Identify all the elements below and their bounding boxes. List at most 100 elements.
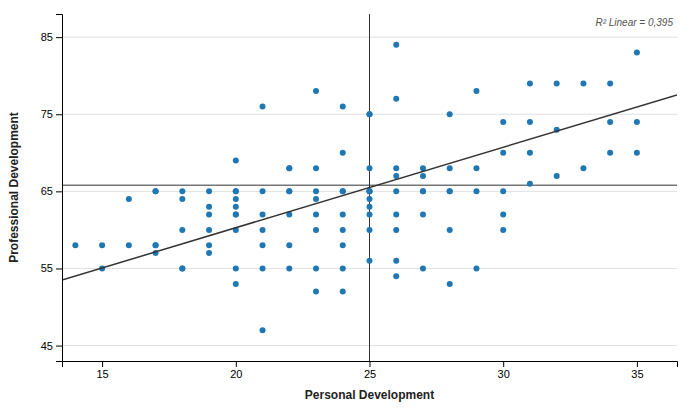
scatter-point	[367, 111, 373, 117]
tick-label: 85	[41, 31, 53, 43]
scatter-point	[527, 181, 533, 187]
scatter-point	[99, 242, 105, 248]
scatter-point	[233, 281, 239, 287]
scatter-point	[393, 188, 399, 194]
marks	[62, 14, 677, 361]
scatter-point	[393, 173, 399, 179]
scatter-point	[313, 211, 319, 217]
tick: 25	[364, 361, 376, 380]
tick-mark	[102, 361, 103, 367]
scatter-point	[393, 258, 399, 264]
scatter-point	[393, 227, 399, 233]
scatter-point	[367, 188, 373, 194]
tick: 20	[230, 361, 242, 380]
scatter-point	[340, 242, 346, 248]
scatter-point	[527, 150, 533, 156]
scatter-point	[340, 188, 346, 194]
scatter-point	[313, 165, 319, 171]
tick-mark	[56, 346, 62, 347]
tick-label: 30	[498, 368, 510, 380]
y-axis-title: Professional Development	[7, 112, 21, 263]
scatter-point	[473, 88, 479, 94]
scatter-point	[500, 227, 506, 233]
tick: 30	[498, 361, 510, 380]
tick-mark	[503, 361, 504, 367]
tick-label: 15	[96, 368, 108, 380]
scatter-point	[260, 227, 266, 233]
scatter-point	[500, 211, 506, 217]
scatter-point	[206, 227, 212, 233]
scatter-point	[420, 188, 426, 194]
scatter-point	[367, 188, 373, 194]
scatter-point	[126, 242, 132, 248]
x-axis-title: Personal Development	[305, 388, 434, 402]
scatter-point	[260, 188, 266, 194]
tick-mark	[56, 114, 62, 115]
scatter-point	[634, 50, 640, 56]
scatter-point	[233, 188, 239, 194]
plot-area: 15202530354555657585Personal Development…	[7, 14, 678, 402]
scatter-point	[206, 242, 212, 248]
scatter-point	[447, 111, 453, 117]
scatter-point	[367, 204, 373, 210]
scatter-point	[367, 211, 373, 217]
scatter-point	[233, 204, 239, 210]
scatter-point	[313, 88, 319, 94]
scatter-point	[340, 265, 346, 271]
scatter-point	[286, 242, 292, 248]
scatter-point	[447, 227, 453, 233]
scatter-point	[420, 265, 426, 271]
scatter-point	[634, 119, 640, 125]
scatter-point	[580, 80, 586, 86]
scatter-point	[420, 211, 426, 217]
tick-mark	[370, 361, 371, 367]
scatter-point	[313, 289, 319, 295]
scatter-point	[286, 188, 292, 194]
scatter-point	[393, 96, 399, 102]
tick-label: 20	[230, 368, 242, 380]
scatter-point	[473, 265, 479, 271]
tick-label: 65	[41, 185, 53, 197]
scatter-point	[179, 227, 185, 233]
tick-mark	[56, 37, 62, 38]
scatter-point	[447, 188, 453, 194]
scatter-point	[634, 150, 640, 156]
scatter-point	[607, 150, 613, 156]
scatter-point	[206, 204, 212, 210]
scatter-point	[340, 188, 346, 194]
scatter-point	[393, 273, 399, 279]
tick: 55	[41, 262, 62, 274]
axis-line	[56, 15, 63, 362]
scatter-point	[367, 196, 373, 202]
scatter-point	[580, 165, 586, 171]
tick: 35	[631, 361, 643, 380]
scatter-point	[233, 265, 239, 271]
scatter-point	[313, 196, 319, 202]
scatter-point	[554, 173, 560, 179]
scatter-point	[260, 242, 266, 248]
y-axis: 4555657585	[41, 15, 63, 362]
tick-mark	[56, 191, 62, 192]
tick: 45	[41, 340, 62, 352]
chart: 15202530354555657585Personal Development…	[0, 0, 695, 409]
annotation: R² Linear = 0,395	[595, 17, 673, 28]
scatter-point	[340, 150, 346, 156]
scatter-point	[233, 196, 239, 202]
scatter-point	[260, 327, 266, 333]
scatter-point	[153, 188, 159, 194]
scatter-point	[286, 265, 292, 271]
scatter-point	[367, 258, 373, 264]
tick-label: 25	[364, 368, 376, 380]
scatter-point	[233, 211, 239, 217]
scatter-point	[313, 188, 319, 194]
scatter-point	[340, 211, 346, 217]
scatter-point	[206, 250, 212, 256]
scatter-point	[179, 265, 185, 271]
scatter-point	[607, 80, 613, 86]
scatter-point	[233, 158, 239, 164]
scatter-point	[607, 119, 613, 125]
scatter-point	[153, 242, 159, 248]
regression-line	[62, 95, 677, 280]
scatter-point	[393, 42, 399, 48]
scatter-point	[500, 150, 506, 156]
